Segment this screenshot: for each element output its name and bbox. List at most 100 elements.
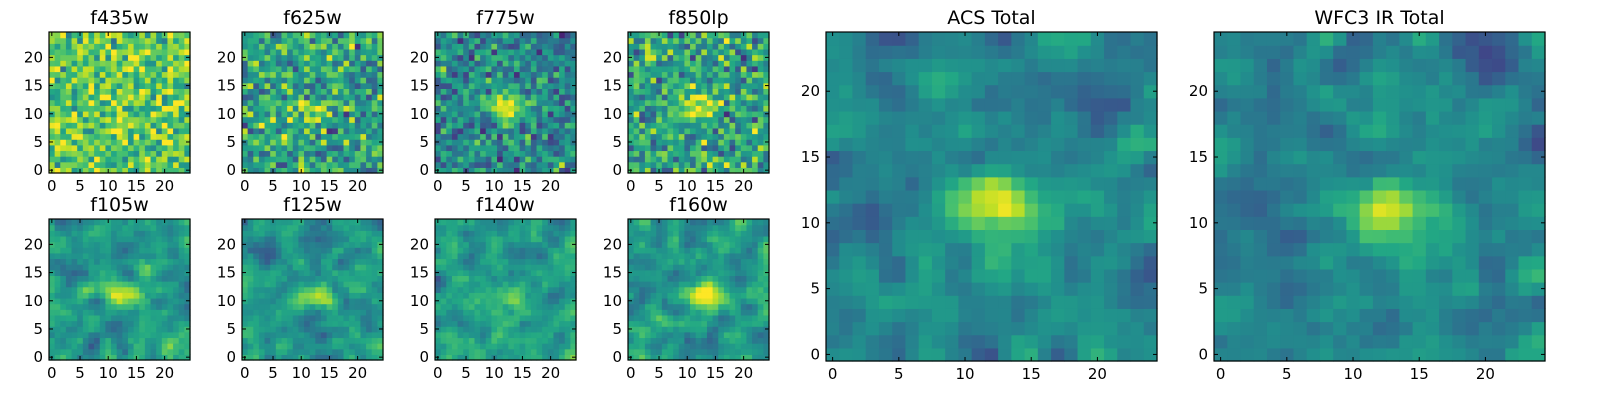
heatmap-cell bbox=[735, 54, 742, 61]
heatmap-cell bbox=[326, 303, 333, 310]
panel-title: f105w bbox=[90, 194, 149, 216]
heatmap-cell bbox=[258, 77, 266, 84]
heatmap-cell bbox=[315, 110, 322, 118]
heatmap-cell bbox=[656, 320, 663, 327]
heatmap-cell bbox=[111, 326, 118, 333]
heatmap-cell bbox=[366, 60, 373, 67]
heatmap-cell bbox=[354, 230, 362, 237]
heatmap-cell bbox=[270, 247, 277, 254]
heatmap-cell bbox=[292, 247, 299, 254]
heatmap-cell bbox=[332, 99, 339, 106]
heatmap-cell bbox=[371, 230, 378, 237]
heatmap-cell bbox=[167, 354, 174, 361]
heatmap-cell bbox=[457, 348, 464, 355]
heatmap-cell bbox=[547, 343, 555, 350]
heatmap-cell bbox=[763, 94, 770, 101]
heatmap-cell bbox=[315, 139, 322, 146]
heatmap-cell bbox=[366, 88, 373, 95]
heatmap-cell bbox=[247, 326, 254, 333]
heatmap-cell bbox=[253, 224, 260, 231]
heatmap-cell bbox=[639, 348, 646, 355]
heatmap-cell bbox=[82, 297, 90, 305]
heatmap-cell bbox=[88, 65, 95, 73]
heatmap-cell bbox=[332, 286, 339, 293]
heatmap-cell bbox=[111, 139, 118, 146]
heatmap-cell bbox=[656, 127, 663, 135]
heatmap-cell bbox=[326, 348, 333, 355]
heatmap-cell bbox=[553, 167, 560, 174]
heatmap-cell bbox=[304, 275, 311, 282]
heatmap-cell bbox=[706, 60, 714, 67]
heatmap-cell bbox=[633, 32, 640, 39]
heatmap-cell bbox=[440, 116, 447, 123]
heatmap-cell bbox=[536, 77, 543, 84]
heatmap-cell bbox=[377, 235, 384, 243]
heatmap-cell bbox=[156, 235, 163, 243]
heatmap-cell bbox=[258, 122, 266, 129]
heatmap-cell bbox=[718, 354, 725, 361]
heatmap-cell bbox=[82, 224, 90, 231]
heatmap-cell bbox=[77, 99, 84, 106]
heatmap-cell bbox=[326, 77, 333, 84]
heatmap-cell bbox=[65, 258, 73, 265]
heatmap-cell bbox=[673, 71, 680, 78]
heatmap-cell bbox=[656, 65, 663, 73]
heatmap-cell bbox=[88, 150, 95, 157]
heatmap-cell bbox=[628, 77, 635, 84]
heatmap-cell bbox=[281, 77, 288, 84]
heatmap-cell bbox=[468, 247, 476, 254]
heatmap-cell bbox=[740, 343, 748, 350]
heatmap-cell bbox=[684, 286, 691, 293]
heatmap-cell bbox=[122, 258, 129, 265]
heatmap-cell bbox=[281, 337, 288, 344]
heatmap-cell bbox=[54, 150, 61, 157]
heatmap-cell bbox=[542, 286, 549, 293]
heatmap-cell bbox=[320, 224, 328, 231]
heatmap-cell bbox=[661, 354, 669, 361]
heatmap-cell bbox=[139, 264, 146, 271]
heatmap-cell bbox=[712, 48, 719, 56]
heatmap-cell bbox=[139, 82, 146, 89]
heatmap-cell bbox=[349, 116, 356, 123]
heatmap-cell bbox=[542, 309, 549, 316]
heatmap-cell bbox=[178, 48, 185, 56]
heatmap-cell bbox=[530, 127, 538, 135]
heatmap-cell bbox=[111, 303, 118, 310]
heatmap-cell bbox=[371, 94, 378, 101]
y-tick-label: 20 bbox=[217, 48, 236, 66]
x-tick-label: 5 bbox=[268, 364, 278, 382]
heatmap-cell bbox=[173, 37, 180, 44]
heatmap-cell bbox=[88, 219, 95, 226]
heatmap-cell bbox=[457, 281, 464, 288]
heatmap-cell bbox=[735, 354, 742, 361]
heatmap-cell bbox=[457, 303, 464, 310]
heatmap-cell bbox=[292, 161, 299, 168]
heatmap-cell bbox=[650, 99, 657, 106]
heatmap-cell bbox=[71, 116, 78, 123]
heatmap-cell bbox=[82, 139, 90, 146]
heatmap-cell bbox=[281, 94, 288, 101]
heatmap-cell bbox=[156, 110, 163, 118]
heatmap-cell bbox=[366, 286, 373, 293]
heatmap-cell bbox=[77, 286, 84, 293]
heatmap-cell bbox=[366, 354, 373, 361]
heatmap-cell bbox=[661, 77, 669, 84]
heatmap-cell bbox=[99, 122, 106, 129]
heatmap-cell bbox=[116, 156, 123, 163]
heatmap-cell bbox=[258, 139, 266, 146]
heatmap-cell bbox=[298, 82, 305, 89]
heatmap-cell bbox=[525, 122, 532, 129]
heatmap-cell bbox=[508, 167, 515, 174]
heatmap-cell bbox=[178, 43, 185, 50]
heatmap-cell bbox=[275, 48, 283, 56]
heatmap-cell bbox=[508, 269, 515, 276]
heatmap-cell bbox=[451, 32, 459, 39]
heatmap-cell bbox=[519, 320, 526, 327]
heatmap-cell bbox=[377, 275, 384, 282]
heatmap-cell bbox=[242, 99, 249, 106]
heatmap-cell bbox=[77, 150, 84, 157]
heatmap-cell bbox=[371, 326, 378, 333]
heatmap-cell bbox=[343, 269, 350, 276]
heatmap-cell bbox=[559, 252, 566, 260]
heatmap-cell bbox=[242, 144, 249, 152]
